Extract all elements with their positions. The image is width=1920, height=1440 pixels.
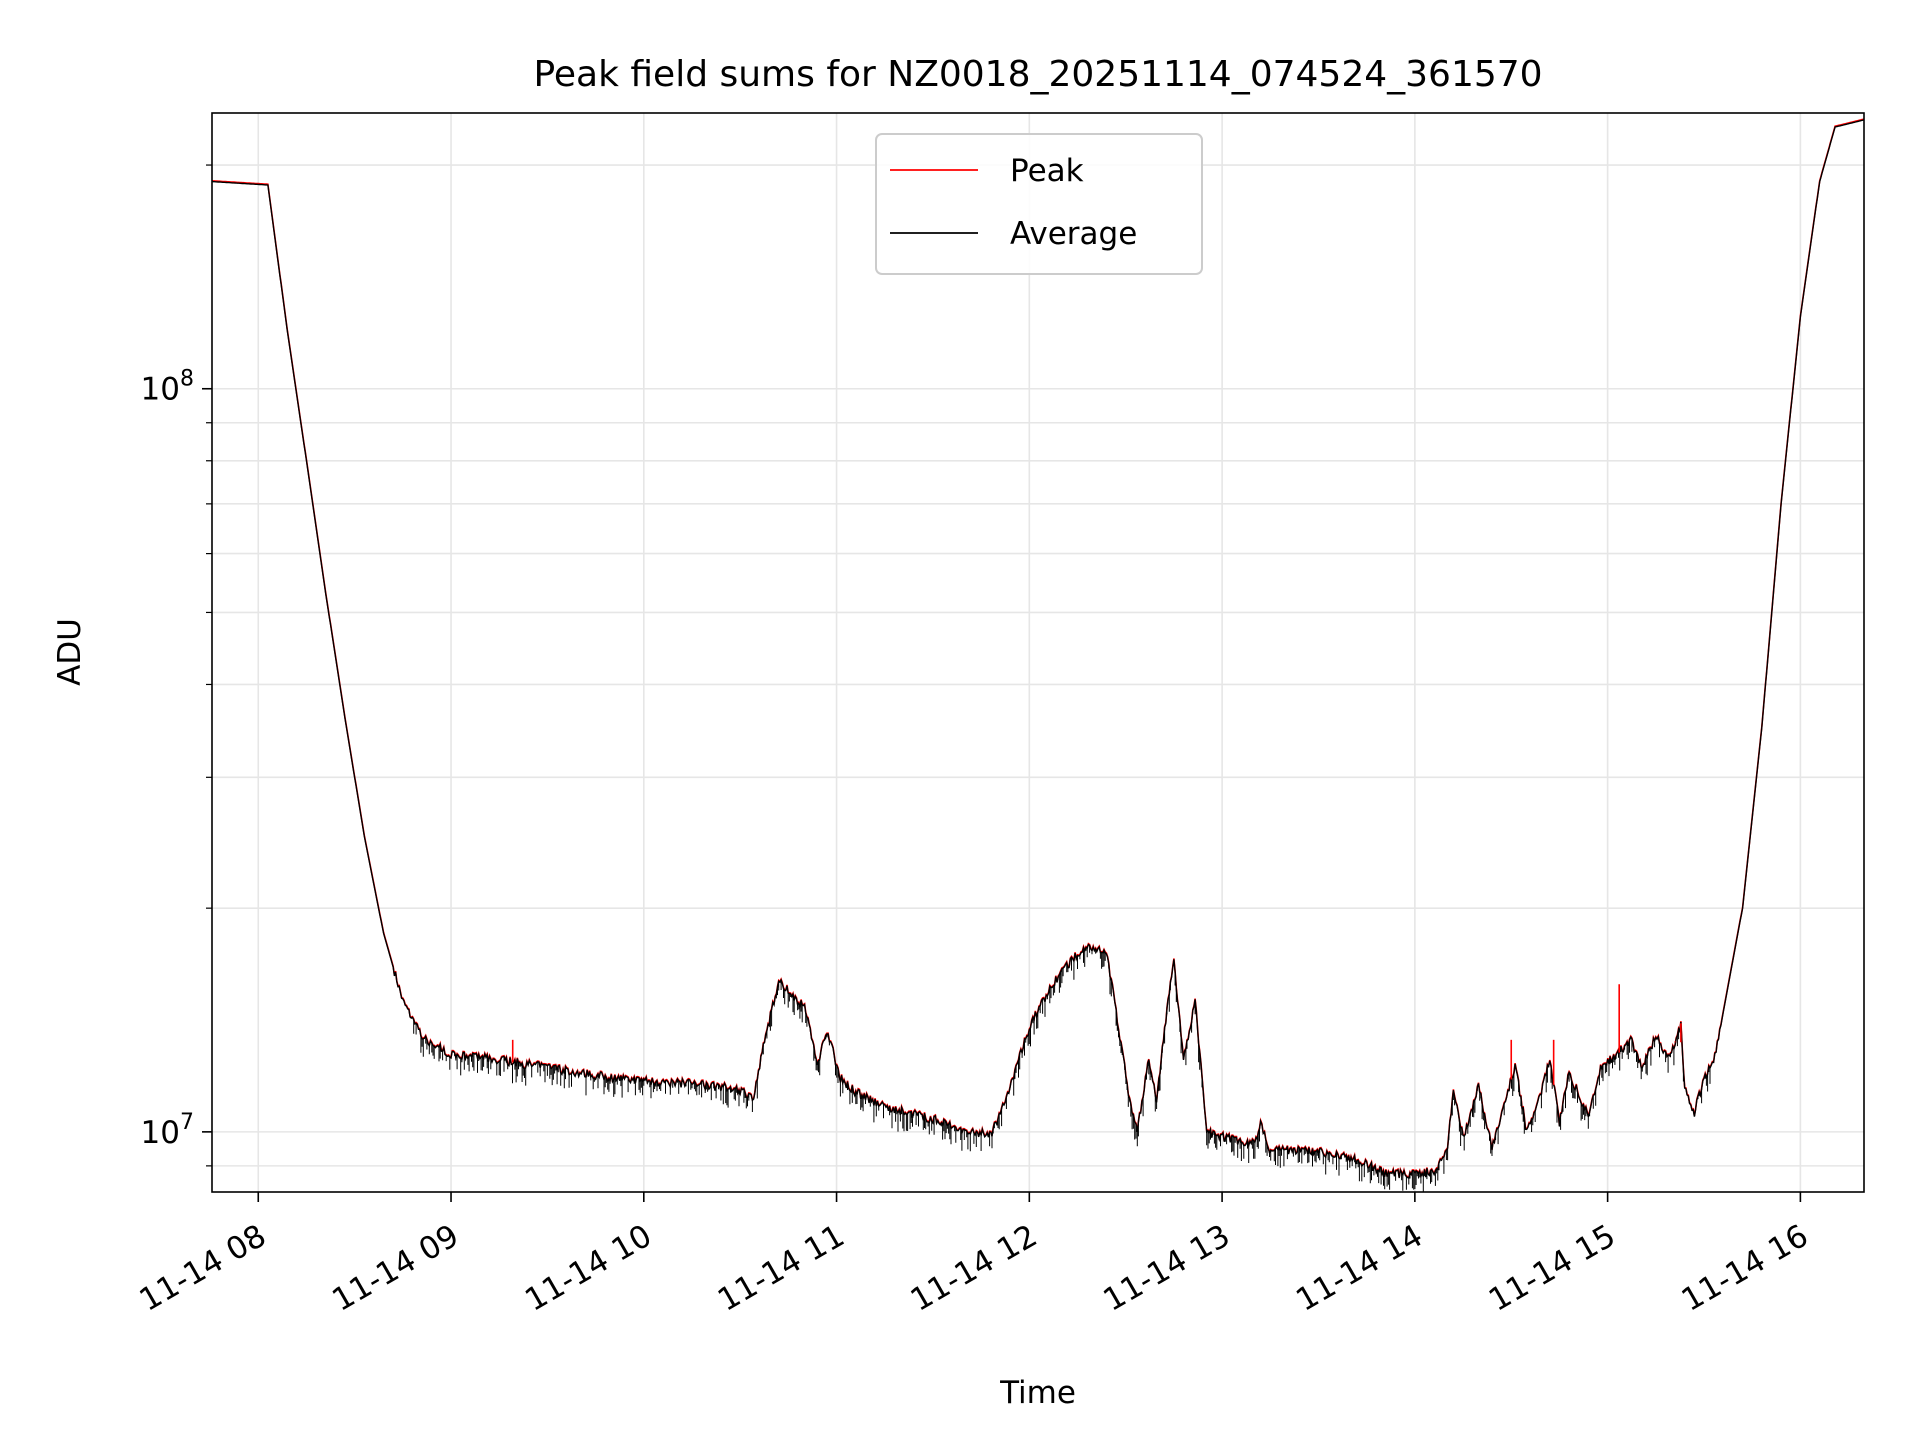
y-tick-label: 107 [141,1110,194,1151]
peak-spikes [511,984,1682,1085]
x-axis-label: Time [999,1375,1076,1411]
series-layer [211,118,1865,1193]
legend-peak-label: Peak [1010,153,1084,189]
y-axis-label: ADU [52,618,88,686]
y-axis-ticks: 107 108 [141,164,212,1167]
average-series-noise [413,945,1711,1193]
chart-title: Peak field sums for NZ0018_20251114_0745… [533,54,1542,95]
grid [212,113,1864,1192]
legend-box [875,133,1203,275]
legend: Peak Average [875,133,1203,275]
plot-frame [211,112,1865,1193]
legend-average-label: Average [1010,216,1137,252]
y-tick-label: 108 [141,367,194,408]
